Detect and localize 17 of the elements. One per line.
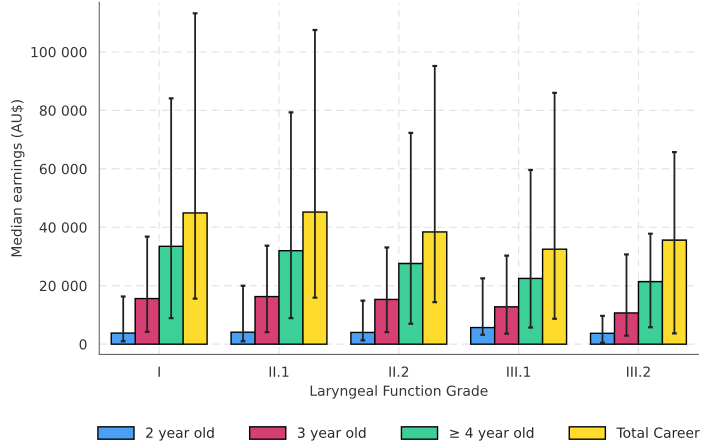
legend-label: 2 year old [146,427,214,441]
y-tick-label: 100 000 [32,46,87,58]
y-tick-label: 80 000 [40,105,87,116]
x-tick-label: III.2 [627,366,650,377]
x-tick-label: III.1 [507,366,530,377]
x-tick-label: II.1 [270,366,288,377]
legend-label: Total Career [616,427,700,438]
x-axis-title: Laryngeal Function Grade [310,385,488,399]
y-axis-title: Median earnings (AU$) [11,100,24,256]
legend-label: ≥ 4 year old [450,427,534,441]
legend-label: 3 year old [298,427,366,441]
x-tick-label: II.2 [389,366,408,377]
x-tick-label: I [158,366,160,377]
y-tick-label: 20 000 [40,280,87,292]
y-tick-label: 60 000 [40,164,87,174]
y-tick-label: 0 [80,339,87,350]
y-tick-label: 40 000 [40,222,87,233]
